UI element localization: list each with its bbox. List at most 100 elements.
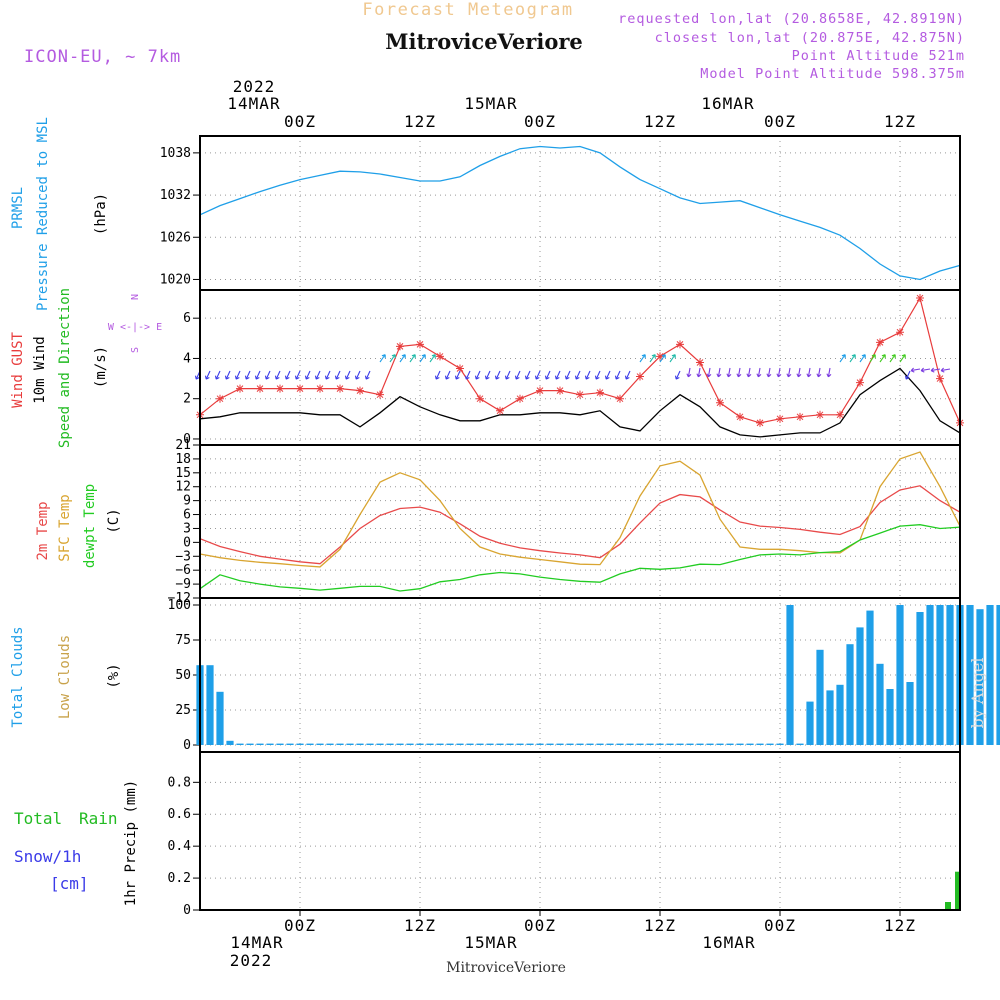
wind-direction-arrow bbox=[776, 367, 782, 378]
top-day-16mar: 16MAR bbox=[701, 94, 754, 113]
total-cloud-bar bbox=[726, 743, 734, 745]
total-cloud-bar bbox=[876, 663, 884, 745]
y-tick-label: 1038 bbox=[160, 146, 191, 161]
temp-2m-line bbox=[199, 485, 961, 565]
wind-labels: Wind GUST 10m Wind Speed and Direction (… bbox=[10, 288, 162, 448]
wind-gust-label: Wind GUST bbox=[10, 332, 26, 408]
total-cloud-bar bbox=[576, 743, 584, 745]
gust-marker bbox=[456, 364, 464, 373]
total-cloud-bar bbox=[286, 743, 294, 745]
bottom-day-14mar: 14MAR bbox=[230, 933, 283, 952]
wind-direction-arrow bbox=[494, 370, 501, 380]
wind-direction-arrow bbox=[304, 370, 311, 380]
wind-speed-line bbox=[199, 367, 961, 438]
total-cloud-bar bbox=[456, 743, 464, 745]
wind-direction-arrow bbox=[364, 370, 371, 380]
top-hour-labels: 00Z 12Z 00Z 12Z 00Z 12Z bbox=[284, 112, 915, 131]
gust-marker bbox=[436, 352, 444, 361]
gust-marker bbox=[696, 358, 704, 367]
total-cloud-bar bbox=[906, 682, 914, 745]
total-cloud-bar bbox=[266, 743, 274, 745]
total-cloud-bar bbox=[646, 743, 654, 745]
y-tick-label: 3 bbox=[183, 521, 191, 536]
speed-direction-label: Speed and Direction bbox=[57, 288, 73, 448]
total-cloud-bar bbox=[776, 743, 784, 745]
y-tick-label: 6 bbox=[183, 508, 191, 523]
wind-direction-arrow bbox=[899, 354, 906, 363]
total-cloud-bar bbox=[546, 743, 554, 745]
top-day-14mar: 14MAR bbox=[227, 94, 280, 113]
gust-marker bbox=[556, 386, 564, 395]
top-hour-label: 00Z bbox=[284, 112, 316, 131]
gust-marker bbox=[216, 394, 224, 403]
total-cloud-bar bbox=[806, 701, 814, 745]
gust-marker bbox=[396, 342, 404, 351]
bottom-hour-label: 12Z bbox=[404, 916, 436, 935]
total-cloud-bar bbox=[366, 743, 374, 745]
total-cloud-bar bbox=[296, 743, 304, 745]
total-cloud-bar bbox=[716, 743, 724, 745]
bottom-hour-label: 00Z bbox=[764, 916, 796, 935]
wind-direction-arrow bbox=[294, 370, 301, 380]
total-cloud-bar bbox=[606, 743, 614, 745]
total-cloud-bar bbox=[896, 605, 904, 745]
y-tick-label: 15 bbox=[175, 466, 191, 481]
total-cloud-bar bbox=[476, 743, 484, 745]
total-cloud-bar bbox=[786, 605, 794, 745]
wind-direction-arrow bbox=[940, 367, 951, 373]
wind-direction-arrow bbox=[826, 367, 832, 378]
top-day-15mar: 15MAR bbox=[464, 94, 517, 113]
wind-direction-arrow bbox=[920, 367, 931, 373]
y-tick-label: 0.8 bbox=[168, 775, 191, 790]
precip-axis-label: 1hr Precip (mm) bbox=[123, 780, 139, 906]
total-cloud-bar bbox=[736, 743, 744, 745]
panel-pressure: 1020 1026 1032 1038 bbox=[160, 135, 961, 291]
wind-direction-arrow bbox=[214, 370, 221, 380]
bottom-location: MitroviceVeriore bbox=[446, 960, 566, 976]
wind-direction-arrow bbox=[806, 367, 812, 378]
pressure-msl-label: Pressure Reduced to MSL bbox=[35, 117, 51, 311]
ms-label: (m/s) bbox=[93, 346, 109, 388]
wind-direction-arrow bbox=[314, 370, 321, 380]
total-cloud-bar bbox=[846, 644, 854, 745]
y-tick-label: 0.4 bbox=[168, 839, 192, 854]
total-cloud-bar bbox=[676, 743, 684, 745]
total-cloud-bar bbox=[816, 649, 824, 745]
gust-marker bbox=[316, 384, 324, 393]
total-cloud-bar bbox=[506, 743, 514, 745]
direction-legend-we: W <-|-> E bbox=[108, 322, 162, 333]
y-tick-label: 0 bbox=[183, 535, 191, 550]
y-tick-label: 2 bbox=[183, 392, 191, 407]
total-cloud-bar bbox=[536, 743, 544, 745]
y-tick-label: 0 bbox=[183, 432, 191, 447]
cm-label: [cm] bbox=[50, 874, 89, 893]
wind-direction-arrow bbox=[879, 354, 886, 363]
y-tick-label: 0 bbox=[183, 903, 191, 918]
gust-marker bbox=[716, 398, 724, 407]
wind-direction-arrow bbox=[379, 354, 386, 363]
y-tick-label: 75 bbox=[175, 633, 191, 648]
dewpt-temp-label: dewpt Temp bbox=[82, 484, 98, 568]
wind-direction-arrow bbox=[554, 370, 561, 380]
total-cloud-bar bbox=[686, 743, 694, 745]
total-cloud-bar bbox=[936, 605, 944, 745]
10m-wind-label: 10m Wind bbox=[32, 336, 48, 403]
panel-frame bbox=[199, 751, 961, 911]
rain-label: Rain bbox=[79, 809, 118, 828]
wind-direction-arrow bbox=[234, 370, 241, 380]
wind-direction-arrow bbox=[324, 370, 331, 380]
requested-coords: requested lon,lat (20.8658E, 42.8919N) bbox=[618, 11, 965, 27]
y-tick-label: 9 bbox=[183, 494, 191, 509]
wind-direction-arrow bbox=[604, 370, 611, 380]
y-tick-label: −3 bbox=[175, 549, 191, 564]
top-year: 2022 bbox=[233, 77, 276, 96]
gust-marker bbox=[416, 340, 424, 349]
wind-direction-arrow bbox=[624, 370, 631, 380]
total-cloud-bar bbox=[746, 743, 754, 745]
gust-marker bbox=[936, 374, 944, 383]
total-cloud-bar bbox=[496, 743, 504, 745]
gust-marker bbox=[496, 406, 504, 415]
total-label: Total bbox=[14, 809, 62, 828]
bottom-hour-label: 00Z bbox=[524, 916, 556, 935]
gust-marker bbox=[536, 386, 544, 395]
